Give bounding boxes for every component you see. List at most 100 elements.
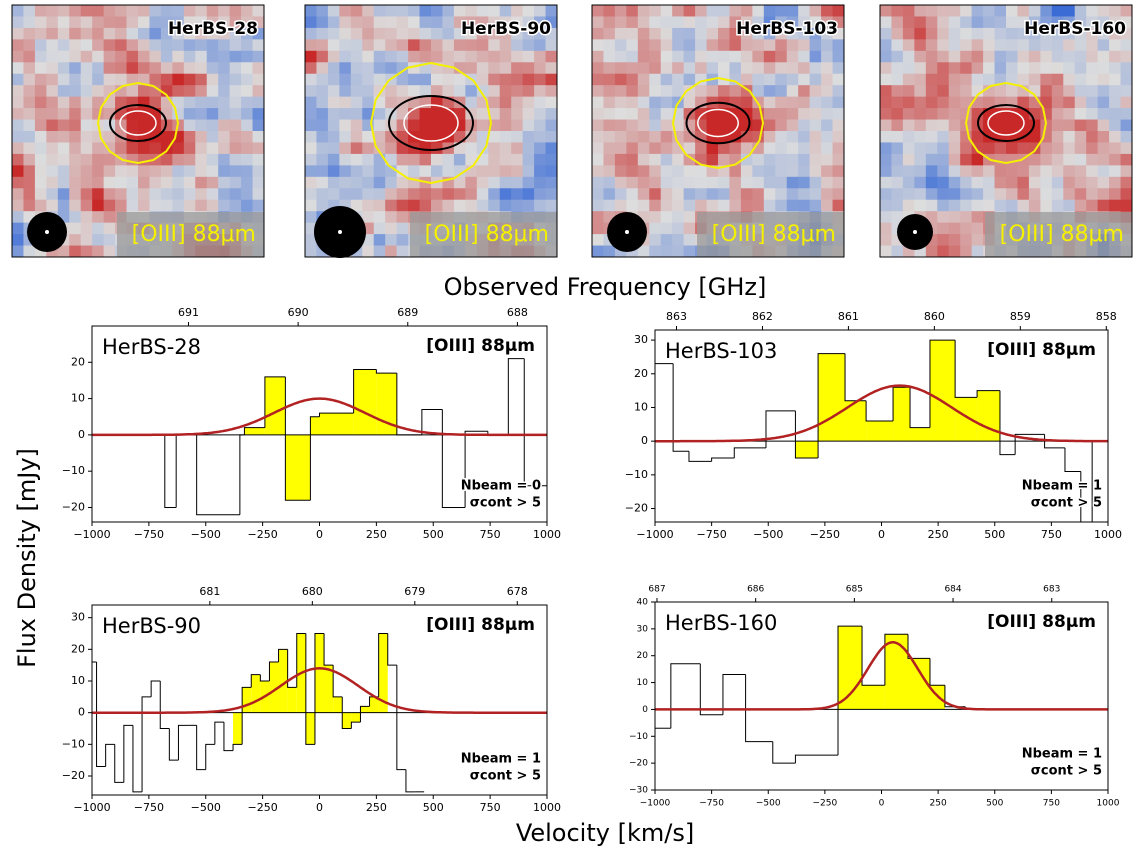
- map-pixel: [207, 74, 219, 86]
- map-pixel: [408, 154, 420, 166]
- map-pixel: [1086, 74, 1098, 86]
- map-pixel: [534, 74, 546, 86]
- map-pixel: [218, 5, 230, 17]
- map-pixel: [172, 5, 184, 17]
- channel-step: [955, 340, 977, 397]
- map-pixel: [104, 154, 116, 166]
- map-pixel: [661, 28, 673, 40]
- channel-bar: [422, 409, 442, 434]
- map-pixel: [914, 51, 926, 63]
- x-tick-label: 0: [316, 801, 323, 814]
- map-pixel: [603, 188, 615, 200]
- map-pixel: [695, 16, 707, 28]
- map-pixel: [661, 16, 673, 28]
- map-pixel: [798, 154, 810, 166]
- map-pixel: [1063, 142, 1075, 154]
- map-pixel: [362, 142, 374, 154]
- map-pixel: [305, 62, 317, 74]
- map-pixel: [937, 142, 949, 154]
- panel-note: Nbeam = 0: [461, 479, 541, 494]
- map-pixel: [707, 28, 719, 40]
- y-tick-label: −10: [62, 737, 85, 750]
- map-pixel: [316, 28, 328, 40]
- map-pixel: [718, 177, 730, 189]
- channel-bar: [773, 709, 796, 763]
- map-pixel: [615, 16, 627, 28]
- map-pixel: [138, 85, 150, 97]
- map-pixel: [592, 200, 604, 212]
- map-pixel: [23, 5, 35, 17]
- x-tick-label: −250: [248, 528, 278, 541]
- map-pixel: [253, 142, 265, 154]
- map-pixel: [35, 188, 47, 200]
- map-pixel: [810, 74, 822, 86]
- map-pixel: [23, 39, 35, 51]
- map-pixel: [752, 62, 764, 74]
- channel-bar: [97, 713, 106, 767]
- map-pixel: [104, 188, 116, 200]
- map-pixel: [35, 154, 47, 166]
- map-pixel: [891, 131, 903, 143]
- channel-step: [773, 742, 796, 763]
- map-pixel: [534, 97, 546, 109]
- map-pixel: [638, 165, 650, 177]
- map-pixel: [351, 85, 363, 97]
- map-pixel: [81, 165, 93, 177]
- x-tick-label: 750: [1043, 799, 1060, 809]
- map-pixel: [787, 97, 799, 109]
- channel-bar: [746, 709, 773, 741]
- map-pixel: [12, 165, 24, 177]
- map-pixel: [995, 188, 1007, 200]
- map-pixel: [707, 62, 719, 74]
- map-pixel: [937, 5, 949, 17]
- map-pixel: [937, 246, 949, 258]
- panel-title: HerBS-90: [102, 614, 201, 638]
- map-pixel: [511, 97, 523, 109]
- map-pixel: [23, 120, 35, 132]
- map-pixel: [1109, 120, 1121, 132]
- map-pixel: [960, 16, 972, 28]
- map-pixel: [500, 62, 512, 74]
- map-pixel: [972, 165, 984, 177]
- map-pixel: [534, 51, 546, 63]
- map-pixel: [1063, 200, 1075, 212]
- map-pixel: [431, 188, 443, 200]
- map-pixel: [534, 177, 546, 189]
- map-pixel: [995, 5, 1007, 17]
- map-pixel: [172, 165, 184, 177]
- map-pixel: [1086, 154, 1098, 166]
- map-pixel: [603, 154, 615, 166]
- map-pixel: [775, 62, 787, 74]
- map-pixel: [672, 28, 684, 40]
- map-pixel: [115, 5, 127, 17]
- map-pixel: [328, 131, 340, 143]
- map-pixel: [833, 51, 845, 63]
- map-pixel: [488, 142, 500, 154]
- map-pixel: [880, 188, 892, 200]
- map-pixel: [903, 177, 915, 189]
- map-pixel: [58, 142, 70, 154]
- channel-step: [689, 451, 712, 461]
- map-pixel: [615, 108, 627, 120]
- map-pixel: [821, 74, 833, 86]
- map-pixel: [46, 177, 58, 189]
- map-pixel: [695, 62, 707, 74]
- map-pixel: [649, 131, 661, 143]
- map-pixel: [138, 177, 150, 189]
- map-pixel: [92, 177, 104, 189]
- channel-step: [508, 359, 524, 435]
- map-pixel: [1063, 188, 1075, 200]
- x2-tick-label: 678: [507, 585, 528, 598]
- map-pixel: [729, 85, 741, 97]
- map-pixel: [615, 62, 627, 74]
- map-pixel: [523, 97, 535, 109]
- map-pixel: [1086, 120, 1098, 132]
- figure: Observed Frequency [GHz] Velocity [km/s]…: [0, 0, 1142, 852]
- map-pixel: [230, 5, 242, 17]
- map-pixel: [465, 5, 477, 17]
- x-tick-label: 250: [928, 528, 949, 541]
- map-pixel: [707, 177, 719, 189]
- channel-step: [215, 722, 224, 744]
- map-pixel: [672, 16, 684, 28]
- channel-bar: [306, 713, 315, 745]
